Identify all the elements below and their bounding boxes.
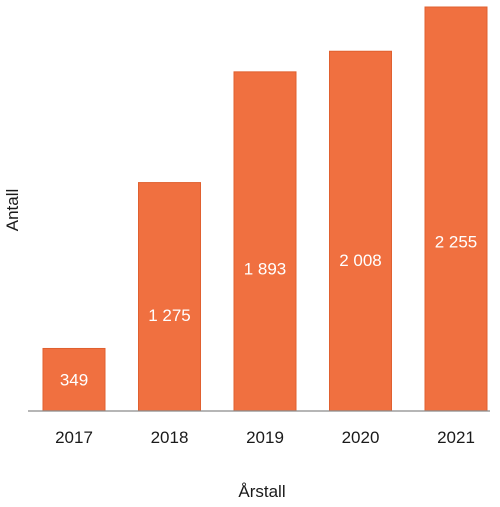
x-tick-labels: 2017 2018 2019 2020 2021: [55, 428, 475, 447]
x-tick-label-2020: 2020: [342, 428, 380, 447]
x-tick-label-2021: 2021: [437, 428, 475, 447]
bar-2017: [42, 347, 106, 412]
bar-value-label-2017: 349: [60, 371, 88, 390]
bar-value-label-2018: 1 275: [148, 306, 191, 325]
x-axis-title: Årstall: [238, 482, 285, 501]
bar-2018: [138, 182, 201, 412]
x-tick-label-2018: 2018: [151, 428, 189, 447]
bar-2019: [233, 71, 297, 412]
x-tick-label-2019: 2019: [246, 428, 284, 447]
bars-group: [42, 6, 488, 412]
bar-2021: [424, 6, 488, 412]
bar-value-label-2019: 1 893: [244, 260, 287, 279]
bar-value-label-2021: 2 255: [435, 232, 478, 251]
bar-2020: [329, 50, 392, 412]
y-axis-title: Antall: [3, 189, 22, 232]
bar-value-labels: 349 1 275 1 893 2 008 2 255: [60, 232, 477, 389]
x-tick-label-2017: 2017: [55, 428, 93, 447]
bar-value-label-2020: 2 008: [339, 251, 382, 270]
